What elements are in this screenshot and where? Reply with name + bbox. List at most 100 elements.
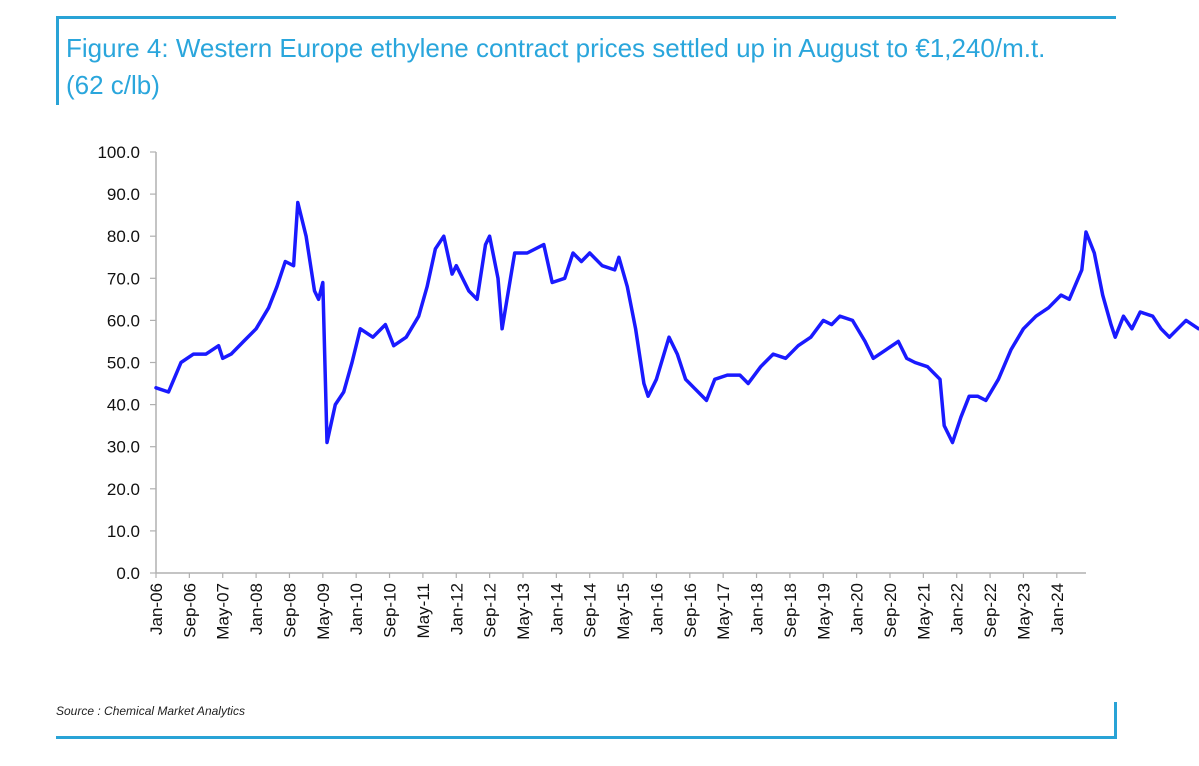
x-tick-label: May-17 bbox=[714, 583, 733, 640]
x-tick-label: Sep-18 bbox=[781, 583, 800, 638]
x-tick-label: May-21 bbox=[914, 583, 933, 640]
data-point bbox=[405, 336, 408, 339]
data-point bbox=[626, 285, 629, 288]
data-point bbox=[851, 319, 854, 322]
x-tick-label: Sep-10 bbox=[381, 583, 400, 638]
data-point bbox=[968, 395, 971, 398]
y-tick-label: 100.0 bbox=[97, 143, 140, 162]
data-point bbox=[959, 416, 963, 419]
data-point bbox=[872, 357, 875, 360]
data-point bbox=[542, 243, 545, 246]
x-tick-label: May-13 bbox=[514, 583, 533, 640]
data-point bbox=[1130, 327, 1134, 330]
data-point bbox=[713, 378, 716, 381]
data-point bbox=[313, 289, 316, 293]
data-point bbox=[551, 281, 554, 284]
data-point bbox=[772, 352, 775, 356]
data-point bbox=[797, 344, 800, 347]
x-tick-label: Sep-20 bbox=[881, 583, 900, 638]
data-point bbox=[1109, 323, 1113, 326]
data-point bbox=[334, 403, 337, 406]
data-point bbox=[442, 235, 445, 238]
y-tick-label: 80.0 bbox=[107, 227, 140, 246]
data-point bbox=[221, 357, 224, 360]
data-point bbox=[275, 285, 279, 288]
data-point bbox=[634, 327, 637, 330]
data-point bbox=[1139, 310, 1142, 314]
data-point bbox=[167, 390, 170, 394]
y-tick-label: 90.0 bbox=[107, 185, 140, 204]
data-point bbox=[1093, 251, 1096, 255]
data-point bbox=[450, 272, 454, 276]
frame-bottom-rule bbox=[56, 736, 1116, 739]
y-tick-label: 30.0 bbox=[107, 438, 140, 457]
y-axis-ticks: 0.0 10.0 20.0 30.0 40.0 50.0 60.0 70.0 80.0 90.0 1… bbox=[97, 143, 156, 583]
data-point bbox=[1080, 268, 1084, 272]
data-point bbox=[984, 399, 988, 402]
data-point bbox=[526, 251, 529, 255]
x-tick-label: May-23 bbox=[1014, 583, 1033, 640]
data-point bbox=[425, 285, 429, 288]
x-tick-label: Jan-16 bbox=[647, 583, 666, 635]
data-point bbox=[359, 327, 362, 330]
x-tick-label: Jan-12 bbox=[447, 583, 466, 635]
data-point bbox=[747, 382, 750, 385]
data-point bbox=[1176, 327, 1179, 330]
data-point bbox=[726, 373, 729, 377]
data-point bbox=[655, 378, 658, 381]
x-tick-label: Jan-10 bbox=[347, 583, 366, 635]
data-point bbox=[475, 298, 479, 301]
data-point bbox=[500, 327, 504, 330]
data-point bbox=[392, 344, 395, 347]
x-tick-label: Jan-06 bbox=[147, 583, 166, 635]
x-tick-label: Sep-06 bbox=[180, 583, 199, 638]
data-point bbox=[646, 395, 650, 398]
data-point bbox=[613, 268, 616, 272]
data-point bbox=[254, 327, 258, 330]
y-tick-label: 0.0 bbox=[116, 564, 140, 583]
data-point bbox=[642, 382, 646, 385]
x-tick-label: Jan-08 bbox=[247, 583, 266, 635]
data-point bbox=[1114, 336, 1117, 339]
x-tick-label: May-11 bbox=[414, 583, 433, 638]
data-point bbox=[563, 277, 566, 280]
data-point bbox=[667, 336, 671, 339]
data-point bbox=[325, 441, 329, 444]
data-point bbox=[1168, 336, 1171, 339]
data-point bbox=[588, 251, 591, 255]
data-point bbox=[838, 315, 842, 318]
data-point bbox=[484, 243, 487, 246]
data-point bbox=[905, 357, 908, 360]
data-point bbox=[705, 399, 708, 402]
series-line bbox=[154, 200, 1199, 445]
data-point bbox=[1068, 298, 1071, 301]
data-point bbox=[617, 256, 621, 259]
data-point bbox=[1151, 315, 1154, 318]
x-tick-label: Jan-24 bbox=[1048, 583, 1067, 635]
x-tick-label: May-19 bbox=[814, 583, 833, 640]
data-point bbox=[317, 298, 320, 301]
x-tick-label: Jan-20 bbox=[848, 583, 867, 635]
data-point bbox=[284, 260, 287, 263]
data-point bbox=[296, 201, 299, 204]
data-point bbox=[455, 264, 458, 267]
y-tick-label: 40.0 bbox=[107, 396, 140, 415]
data-point bbox=[822, 319, 825, 322]
data-point bbox=[1059, 293, 1063, 297]
data-point bbox=[292, 264, 295, 267]
data-point bbox=[384, 323, 387, 326]
data-point bbox=[997, 378, 1000, 381]
data-point bbox=[938, 378, 942, 381]
data-point bbox=[692, 386, 696, 389]
data-point bbox=[467, 289, 470, 293]
data-point bbox=[154, 386, 158, 389]
y-tick-label: 70.0 bbox=[107, 269, 140, 288]
data-point bbox=[1034, 315, 1038, 318]
data-point bbox=[580, 260, 583, 263]
data-point bbox=[738, 373, 742, 377]
x-tick-label: Sep-12 bbox=[481, 583, 500, 638]
frame-left-rule bbox=[56, 16, 59, 105]
data-point bbox=[676, 352, 679, 356]
data-point bbox=[321, 281, 324, 284]
